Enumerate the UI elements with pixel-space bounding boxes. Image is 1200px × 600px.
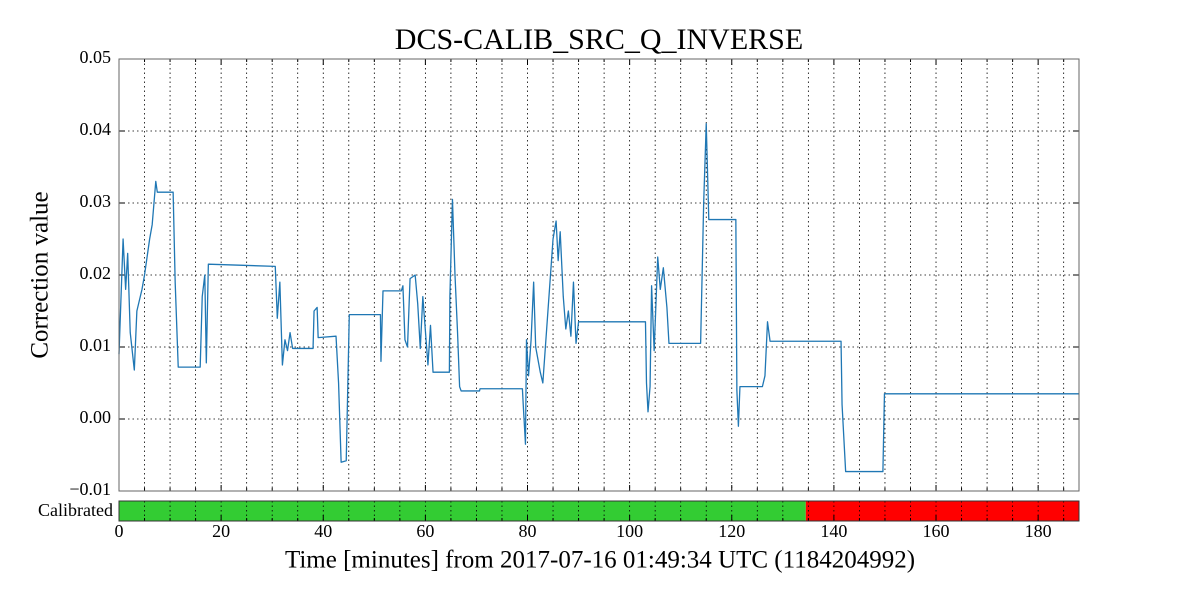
x-tick-label: 80 [519, 521, 537, 541]
data-line [118, 123, 1079, 473]
y-tick-label: 0.05 [80, 47, 112, 67]
y-tick-label: 0.03 [80, 191, 112, 211]
y-tick-label: 0.02 [80, 263, 112, 283]
state-label: Calibrated [38, 500, 113, 520]
x-tick-label: 60 [416, 521, 434, 541]
x-tick-label: 20 [212, 521, 230, 541]
x-tick-label: 160 [923, 521, 950, 541]
x-tick-label: 40 [314, 521, 332, 541]
chart-title: DCS-CALIB_SRC_Q_INVERSE [395, 23, 803, 56]
y-axis-label: Correction value [27, 191, 54, 358]
state-segment [119, 501, 806, 521]
state-frame [118, 500, 1080, 522]
x-tick-label: 140 [820, 521, 847, 541]
y-tick-label: 0.00 [80, 407, 112, 427]
x-axis-label: Time [minutes] from 2017-07-16 01:49:34 … [285, 547, 915, 574]
plot-frame [118, 58, 1080, 492]
x-tick-label: 0 [115, 521, 124, 541]
y-tick-label: −0.01 [69, 479, 111, 499]
x-tick-label: 100 [616, 521, 643, 541]
state-segment [805, 501, 1079, 521]
x-tick-label: 120 [718, 521, 745, 541]
y-tick-label: 0.01 [80, 335, 112, 355]
y-tick-label: 0.04 [80, 119, 112, 139]
x-tick-label: 180 [1025, 521, 1052, 541]
